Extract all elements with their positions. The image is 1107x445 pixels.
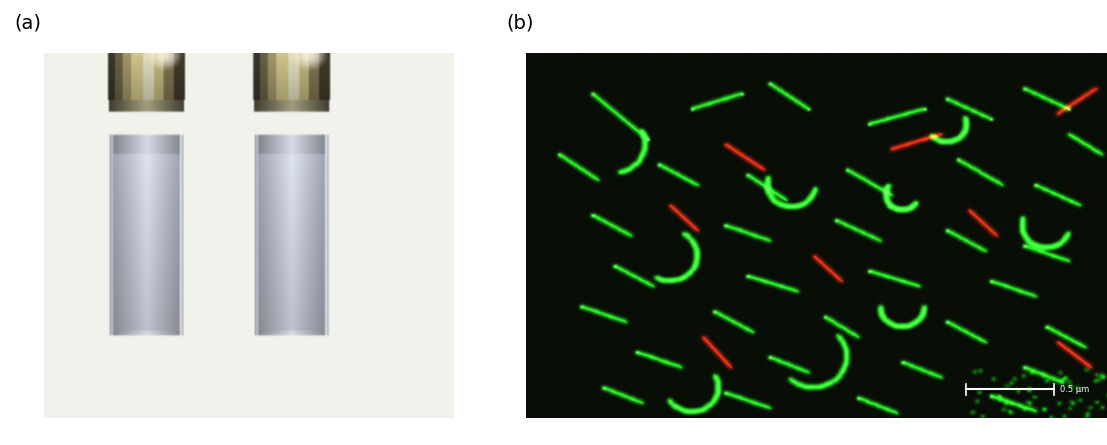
- Text: 0.5 μm: 0.5 μm: [1059, 384, 1089, 394]
- Text: (a): (a): [14, 13, 41, 32]
- Text: (b): (b): [507, 13, 534, 32]
